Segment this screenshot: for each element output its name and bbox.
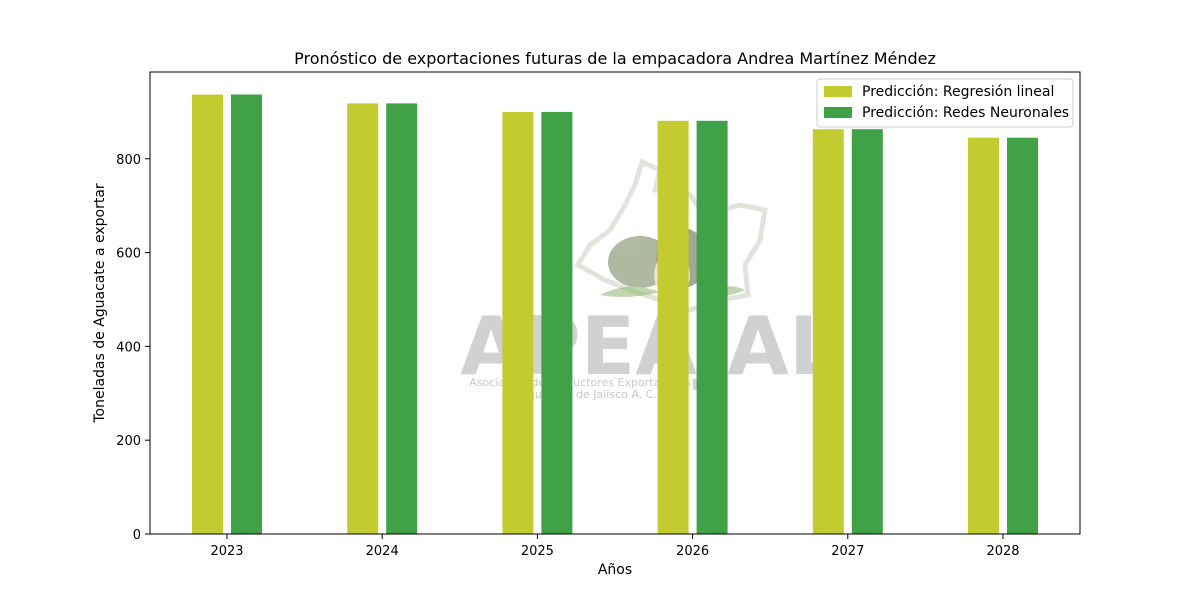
y-tick-label: 0 [133,528,141,543]
bar-regresion-2027 [812,129,844,534]
bar-regresion-2028 [968,137,999,534]
legend-label: Predicción: Redes Neuronales [862,105,1069,121]
plot-frame [149,71,1081,535]
legend-swatch [824,107,852,118]
chart-title: Pronóstico de exportaciones futuras de l… [294,49,936,68]
bar-regresion-2026 [657,120,689,535]
x-tick-label: 2028 [986,544,1019,559]
x-tick-label: 2024 [366,544,399,559]
y-axis: 0 200 400 600 800 [116,153,150,543]
bar-redes-2025 [541,111,573,535]
bar-redes-2024 [386,103,418,535]
x-axis-label: Años [598,562,632,578]
y-axis-label: Toneladas de Aguacate a exportar [92,183,108,424]
y-tick-label: 800 [116,153,141,168]
x-tick-label: 2026 [676,544,709,559]
x-tick-label: 2025 [521,544,554,559]
y-tick-label: 400 [116,340,141,355]
bar-regresion-2025 [502,111,534,535]
x-tick-label: 2027 [831,544,864,559]
bar-regresion-2023 [192,94,223,534]
y-tick-label: 600 [116,247,141,262]
bar-redes-2028 [1007,137,1038,534]
legend-label: Predicción: Regresión lineal [862,84,1054,100]
legend-swatch [824,86,852,97]
legend: Predicción: Regresión lineal Predicción: … [816,78,1074,128]
x-tick-label: 2023 [210,544,243,559]
bar-regresion-2024 [347,103,379,535]
bar-redes-2026 [696,120,728,535]
bar-redes-2027 [851,129,883,534]
y-tick-label: 200 [116,434,141,449]
bar-redes-2023 [231,94,262,534]
bars-group [192,94,1038,535]
x-axis: 2023 2024 2025 2026 2027 2028 [210,534,1020,559]
legend-box [816,78,1074,128]
